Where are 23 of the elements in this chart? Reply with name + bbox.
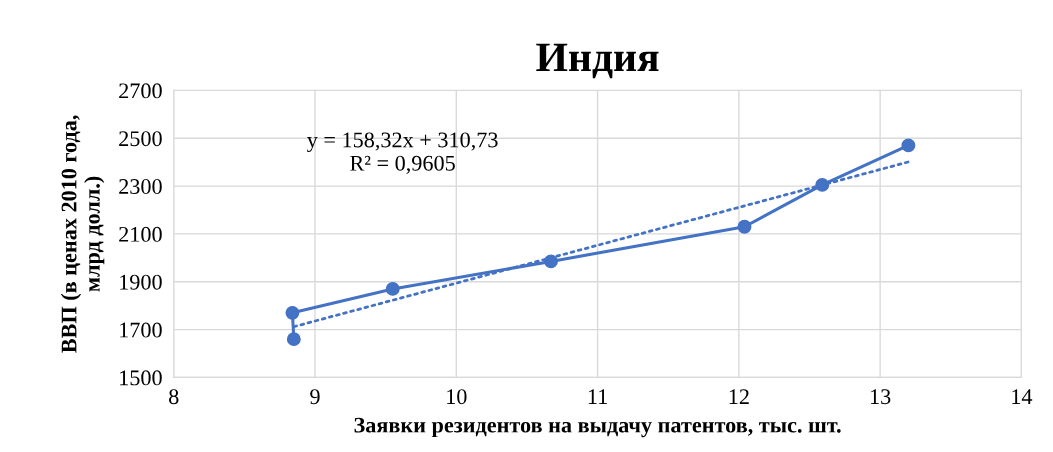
chart-title: Индия [536, 43, 659, 79]
x-tick-label: 10 [447, 389, 467, 405]
annotation: y = 158,32x + 310,73 R² = 0,9605 [307, 132, 498, 174]
y-tick-label: 1700 [120, 322, 162, 338]
point [901, 138, 916, 153]
point [285, 305, 300, 320]
y-tick-label: 2500 [119, 131, 162, 147]
y-axis-title: ВВП (в ценах 2010 года, млрд долл.) [60, 115, 105, 353]
y-tick-label: 1500 [120, 370, 162, 386]
point [385, 281, 400, 296]
point [737, 219, 752, 234]
x-tick-label: 12 [729, 389, 749, 404]
x-axis-title: Заявки резидентов на выдачу патентов, тыс. шт. [354, 417, 841, 438]
x-tick-label: 11 [588, 389, 607, 404]
x-tick-label: 8 [169, 389, 179, 405]
point [286, 332, 301, 347]
y-tick-label: 2300 [119, 179, 162, 194]
x-tick-label: 9 [310, 389, 320, 405]
y-tick-label: 2700 [119, 83, 162, 99]
x-tick-label: 13 [870, 389, 891, 405]
x-tick-label: 14 [1012, 389, 1033, 404]
y-tick-label: 2100 [119, 226, 162, 242]
y-tick-label: 1900 [120, 274, 162, 290]
